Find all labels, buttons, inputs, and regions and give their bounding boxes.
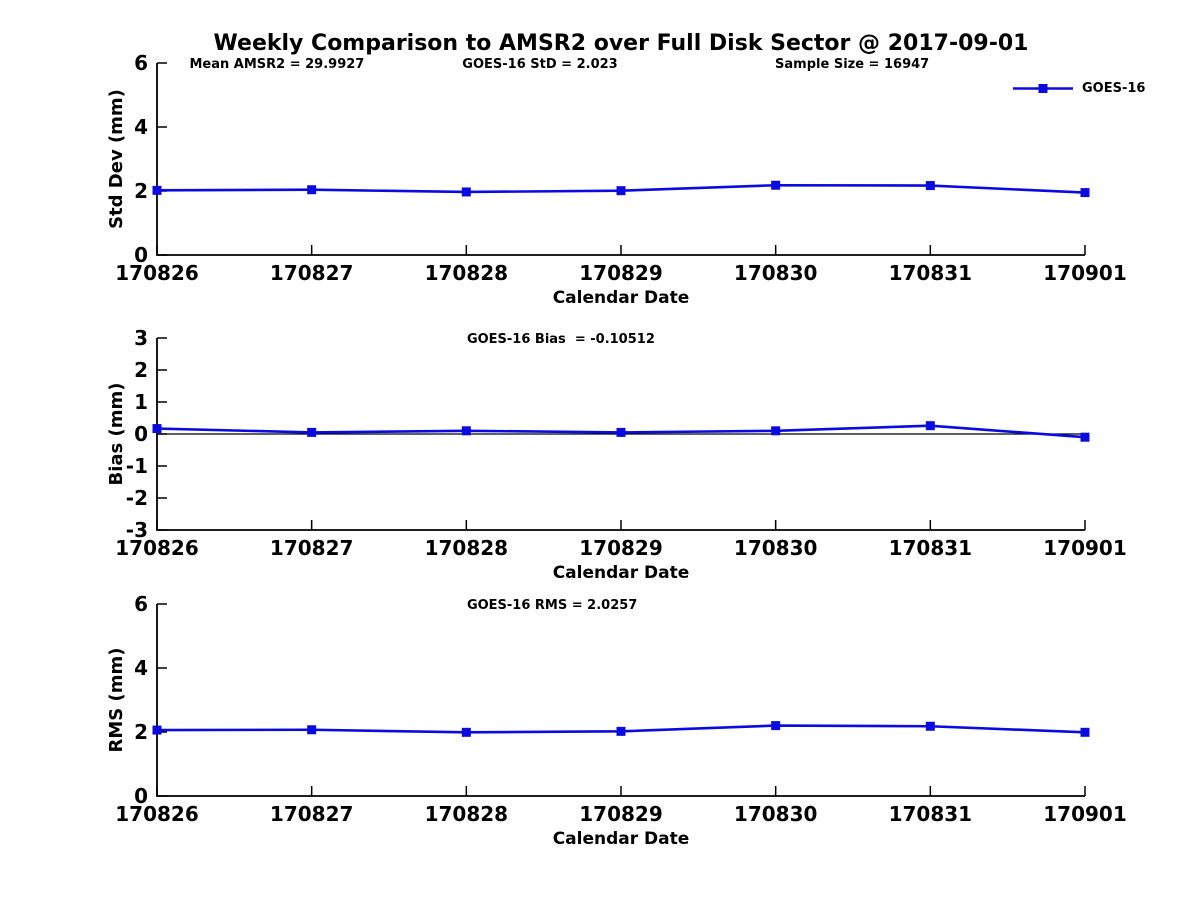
bias-xtick-label: 170829 [579,536,663,560]
bias-data-point-marker [1080,432,1090,442]
bias-ytick-label: 0 [134,422,148,446]
std-dev-ytick-label: 4 [134,115,148,139]
std-dev-ytick-label: 0 [134,243,148,267]
rms-data-point-marker [307,725,317,735]
bias-xtick-label: 170826 [115,536,199,560]
std-dev-data-point-marker [925,181,935,191]
std-dev-data-point-marker [616,186,626,196]
rms-axes [156,604,1085,797]
rms-xtick-label: 170901 [1043,802,1127,826]
std-dev-xtick-label: 170828 [425,261,509,285]
bias-data-point-marker [307,427,317,437]
bias-ytick-label: -3 [126,518,148,542]
legend: GOES-16 [1012,81,1145,96]
rms-ytick-label: 2 [134,720,148,744]
rms-xtick-label: 170827 [270,802,354,826]
rms-xtick-label: 170831 [889,802,973,826]
legend-line-icon [1013,84,1073,93]
rms-xtick-label: 170829 [579,802,663,826]
bias-xtick-label: 170831 [889,536,973,560]
rms-xtick-label: 170830 [734,802,818,826]
bias-data-point-marker [771,426,781,436]
rms-data-point-marker [461,727,471,737]
bias-annotation: GOES-16 Bias = -0.10512 [466,332,655,347]
std-dev-xtick-label: 170827 [270,261,354,285]
std-dev-xtick-label: 170826 [115,261,199,285]
bias-ytick-label: 2 [134,358,148,382]
std-dev-xtick-label: 170831 [889,261,973,285]
std-dev-ytick-label: 2 [134,179,148,203]
std-dev-axes [156,63,1085,256]
bias-xtick-label: 170901 [1043,536,1127,560]
rms-data-point-marker [152,725,162,735]
std-dev-ytick-label: 6 [134,51,148,75]
rms-xtick-label: 170826 [115,802,199,826]
bias-data-point-marker [152,424,162,434]
std-dev-x-axis-label: Calendar Date [553,288,690,308]
bias-data-point-marker [461,426,471,436]
rms-xtick-label: 170828 [425,802,509,826]
rms-data-point-marker [925,721,935,731]
bias-xtick-label: 170827 [270,536,354,560]
rms-y-axis-label: RMS (mm) [106,648,127,753]
std-dev-data-point-marker [307,185,317,195]
bias-x-axis-label: Calendar Date [553,563,690,583]
bias-xtick-label: 170828 [425,536,509,560]
std-dev-xtick-label: 170901 [1043,261,1127,285]
rms-ytick-label: 6 [134,592,148,616]
std-dev-annotation: Mean AMSR2 = 29.9927 [189,57,365,72]
std-dev-xtick-label: 170830 [734,261,818,285]
bias-ytick-label: -1 [126,454,148,478]
std-dev-data-point-marker [461,187,471,197]
bias-y-axis-label: Bias (mm) [106,383,127,486]
bias-ytick-label: 3 [134,326,148,350]
bias-data-point-marker [616,427,626,437]
rms-data-point-marker [771,721,781,731]
rms-ytick-label: 4 [134,656,148,680]
std-dev-data-point-marker [152,185,162,195]
std-dev-data-point-marker [771,180,781,190]
std-dev-xtick-label: 170829 [579,261,663,285]
bias-data-point-marker [925,421,935,431]
rms-annotation: GOES-16 RMS = 2.0257 [466,598,638,613]
bias-xtick-label: 170830 [734,536,818,560]
std-dev-annotation: GOES-16 StD = 2.023 [462,57,618,72]
bias-ytick-label: 1 [134,390,148,414]
rms-data-point-marker [1080,727,1090,737]
std-dev-annotation: Sample Size = 16947 [775,57,930,72]
std-dev-y-axis-label: Std Dev (mm) [106,89,127,229]
rms-x-axis-label: Calendar Date [553,829,690,849]
rms-data-point-marker [616,726,626,736]
rms-ytick-label: 0 [134,784,148,808]
std-dev-data-point-marker [1080,188,1090,198]
figure-title: Weekly Comparison to AMSR2 over Full Dis… [213,31,1029,56]
legend-label: GOES-16 [1082,81,1146,96]
bias-ytick-label: -2 [126,486,148,510]
